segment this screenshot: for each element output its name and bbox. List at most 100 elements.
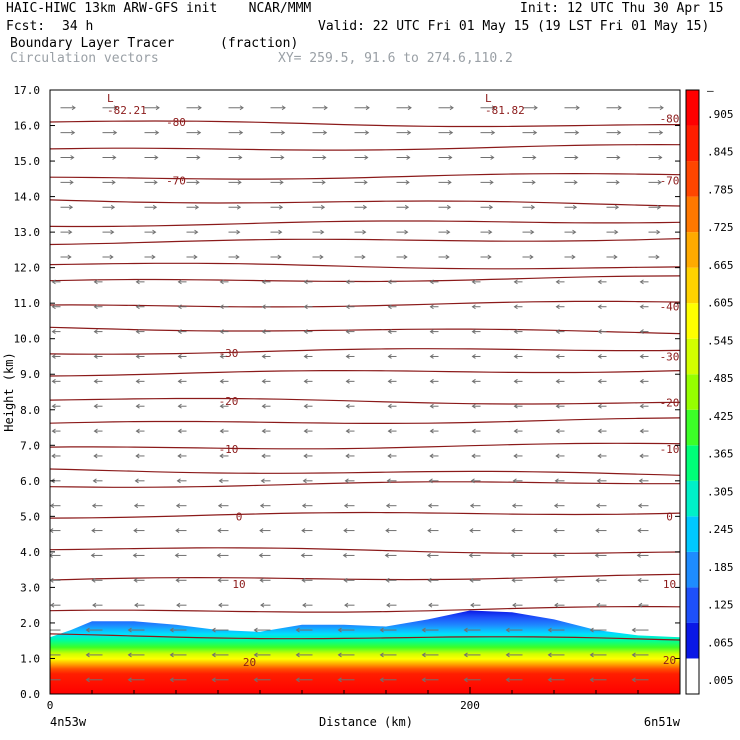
circulation-vector: [564, 105, 580, 111]
circulation-vector: [345, 378, 355, 384]
vector-head: [429, 304, 434, 310]
circulation-vector: [421, 627, 439, 633]
circulation-vector: [553, 503, 565, 509]
circulation-vector: [648, 155, 663, 160]
vector-head: [51, 428, 56, 434]
circulation-vector: [175, 528, 187, 533]
vector-head: [303, 403, 308, 409]
isotherm-line: [50, 143, 680, 151]
circulation-vector: [354, 179, 368, 185]
vector-head: [68, 229, 73, 235]
vector-head: [236, 204, 242, 210]
vector-head: [421, 677, 426, 683]
isotherm-label: -80: [166, 116, 186, 129]
colorbar-label: .065: [707, 636, 734, 649]
isotherm-line: [50, 468, 680, 476]
vector-head: [429, 453, 434, 459]
circulation-vector: [438, 254, 450, 260]
vector-head: [261, 428, 266, 434]
vector-head: [300, 553, 305, 558]
vector-head: [487, 254, 492, 260]
vector-head: [463, 652, 468, 658]
vector-head: [445, 254, 450, 260]
colorbar-label: .545: [707, 334, 734, 347]
minimum-labels: L-82.21L-81.82: [107, 92, 525, 117]
vector-head: [573, 179, 578, 185]
vector-head: [617, 130, 622, 136]
circulation-vector: [342, 553, 355, 558]
isotherm-label: -70: [166, 175, 186, 188]
circulation-vector: [301, 528, 313, 533]
circulation-vector: [631, 627, 649, 633]
vector-head: [281, 105, 286, 111]
circulation-vector: [637, 577, 649, 583]
vector-head: [219, 403, 224, 409]
vector-head: [617, 105, 622, 111]
vector-head: [447, 179, 452, 185]
y-tick-label: 3.0: [20, 581, 40, 594]
circulation-vector: [169, 677, 187, 683]
vector-head: [595, 503, 601, 509]
circulation-vector: [471, 304, 481, 310]
circulation-vector: [396, 155, 411, 160]
circulation-vector: [606, 229, 619, 235]
circulation-vector: [85, 677, 103, 683]
vector-head: [176, 478, 181, 484]
circulation-vector: [144, 204, 158, 210]
y-tick-label: 2.0: [20, 617, 40, 630]
circulation-vector: [463, 677, 481, 683]
vector-head: [218, 478, 223, 484]
circulation-vector: [60, 179, 74, 185]
circulation-vector: [552, 553, 565, 558]
circulation-vector: [343, 503, 355, 509]
circulation-vector: [438, 204, 452, 210]
vector-head: [302, 602, 307, 608]
vector-head: [385, 528, 390, 533]
vector-head: [407, 105, 412, 111]
circulation-vectors: [50, 105, 664, 683]
isotherm-label: 10: [663, 578, 676, 591]
y-tick-label: 4.0: [20, 546, 40, 559]
vector-head: [385, 503, 391, 509]
circulation-vector: [427, 577, 439, 583]
colorbar-segment: [686, 409, 699, 446]
isotherm-line: [50, 199, 680, 207]
y-tick-label: 11.0: [14, 297, 41, 310]
vector-head: [321, 179, 326, 185]
circulation-vector: [345, 304, 355, 310]
circulation-vector: [426, 553, 439, 558]
vector-head: [403, 254, 408, 260]
circulation-vector: [396, 229, 409, 235]
vector-head: [387, 403, 392, 409]
isotherm-lines: [50, 120, 680, 641]
vector-head: [127, 677, 132, 683]
vector-head: [177, 354, 182, 359]
circulation-vector: [219, 279, 229, 285]
circulation-vector: [177, 378, 187, 384]
vector-head: [176, 602, 181, 608]
isotherm-line: [50, 547, 680, 554]
vector-head: [261, 403, 266, 409]
vector-head: [387, 354, 392, 359]
circulation-vector: [295, 627, 313, 633]
circulation-vector: [513, 329, 523, 335]
circulation-vector: [302, 602, 313, 608]
circulation-vector: [93, 403, 103, 409]
circulation-vector: [186, 204, 200, 210]
circulation-vector: [522, 229, 535, 235]
circulation-vector: [135, 329, 145, 335]
vector-head: [385, 577, 390, 583]
circulation-vector: [379, 652, 397, 658]
vector-head: [405, 179, 410, 185]
vector-head: [636, 553, 641, 558]
circulation-vector: [639, 403, 649, 409]
vector-head: [531, 179, 536, 185]
colorbar-segment: [686, 232, 699, 268]
circulation-vector: [513, 378, 523, 384]
colorbar-segment: [686, 516, 699, 552]
vector-head: [177, 403, 182, 409]
x-axis-label: Distance (km): [319, 715, 413, 729]
vector-head: [320, 229, 325, 235]
vector-head: [261, 329, 266, 335]
circulation-vector: [387, 304, 397, 310]
